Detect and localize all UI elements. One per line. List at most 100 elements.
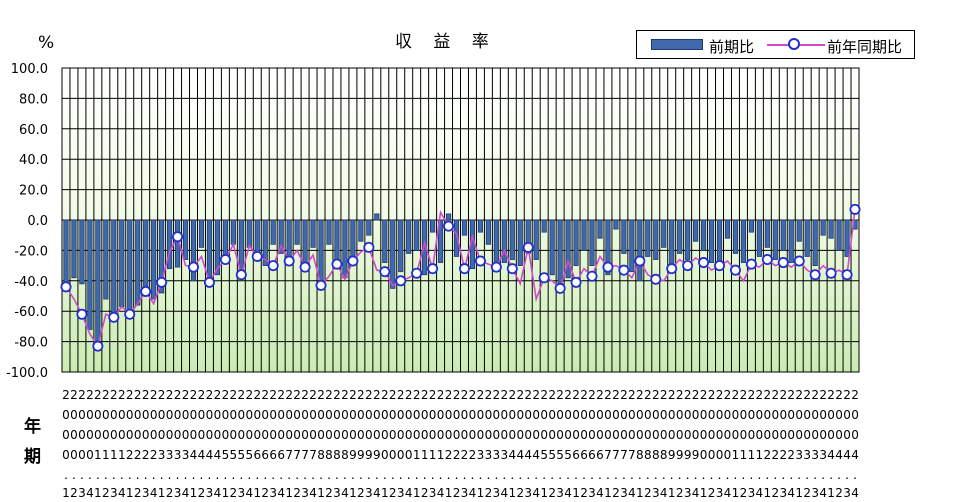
x-tick-char: 0	[819, 428, 827, 442]
x-tick-char: .	[710, 468, 714, 482]
x-tick-char: .	[391, 468, 395, 482]
x-tick-char: 2	[756, 388, 764, 402]
x-tick-char: 0	[70, 408, 78, 422]
x-tick-char: 4	[827, 448, 835, 462]
bar-qoq	[461, 219, 468, 236]
x-tick-char: .	[80, 468, 84, 482]
x-tick-char: 0	[421, 428, 429, 442]
bar-qoq	[700, 219, 707, 251]
bar-qoq	[151, 219, 157, 300]
bar-qoq	[493, 219, 499, 266]
point-yoy	[331, 258, 343, 270]
x-tick-char: 0	[692, 428, 700, 442]
bar-qoq	[350, 219, 356, 260]
x-tick-char: 0	[628, 408, 636, 422]
x-tick-char: 0	[636, 428, 644, 442]
x-tick-char: 8	[644, 448, 652, 462]
x-tick-char: 0	[764, 408, 772, 422]
x-tick-char: 2	[477, 388, 485, 402]
point-yoy	[538, 272, 550, 284]
x-tick-char: 2	[771, 388, 779, 402]
x-tick-char: 0	[596, 428, 604, 442]
x-tick-char: 0	[62, 448, 70, 462]
x-tick-char: 0	[548, 428, 556, 442]
x-tick-char: 0	[245, 428, 253, 442]
x-tick-char: 0	[166, 428, 174, 442]
x-tick-char: 0	[740, 428, 748, 442]
bar-qoq	[557, 219, 563, 285]
x-tick-char: 5	[245, 448, 253, 462]
x-tick-char: .	[303, 468, 307, 482]
x-tick-char: 2	[373, 388, 381, 402]
x-tick-char: 2	[532, 388, 540, 402]
x-tick-char: 2	[803, 388, 811, 402]
x-tick-char: 1	[413, 448, 421, 462]
bar-qoq	[358, 219, 364, 242]
x-tick-char: 0	[62, 408, 70, 422]
x-tick-char: .	[845, 468, 849, 482]
bar-qoq	[135, 219, 141, 306]
x-tick-char: 2	[150, 388, 158, 402]
x-tick-char: 5	[222, 448, 230, 462]
x-tick-char: 0	[381, 408, 389, 422]
x-tick-char: 3	[779, 486, 787, 500]
x-tick-char: .	[742, 468, 746, 482]
x-tick-char: 0	[174, 428, 182, 442]
x-tick-char: 2	[222, 388, 230, 402]
x-tick-char: 4	[437, 486, 445, 500]
point-yoy	[809, 269, 821, 281]
bar-qoq	[430, 219, 436, 233]
x-tick-char: .	[351, 468, 355, 482]
x-tick-char: 2	[779, 448, 787, 462]
x-tick-char: 2	[118, 388, 126, 402]
x-tick-char: 0	[102, 428, 110, 442]
bar-qoq	[597, 219, 603, 239]
legend-marker-icon	[788, 38, 800, 50]
x-tick-char: 2	[429, 388, 437, 402]
point-yoy	[347, 255, 359, 267]
x-tick-char: 0	[732, 428, 740, 442]
x-tick-char: 0	[756, 408, 764, 422]
x-tick-char: 0	[851, 408, 859, 422]
bar-qoq	[119, 219, 125, 308]
point-yoy	[634, 255, 646, 267]
x-tick-char: 2	[740, 486, 748, 500]
x-tick-char: 0	[341, 408, 349, 422]
x-tick-char: 0	[548, 408, 556, 422]
x-tick-char: 1	[508, 486, 516, 500]
x-tick-char: 0	[182, 428, 190, 442]
bar-qoq	[677, 219, 683, 254]
x-tick-char: 1	[604, 486, 612, 500]
x-tick-char: .	[670, 468, 674, 482]
bar-qoq	[740, 219, 747, 263]
x-tick-char: 0	[445, 428, 453, 442]
bar-qoq	[143, 219, 149, 294]
x-tick-char: 2	[764, 388, 772, 402]
x-tick-char: 0	[445, 408, 453, 422]
x-tick-char: 0	[158, 408, 166, 422]
x-tick-char: 2	[469, 448, 477, 462]
x-tick-char: 0	[644, 428, 652, 442]
point-yoy	[108, 311, 120, 323]
x-tick-char: 0	[620, 428, 628, 442]
x-tick-char: 4	[182, 486, 190, 500]
x-tick-char: 0	[174, 408, 182, 422]
x-tick-char: 0	[556, 408, 564, 422]
x-tick-char: 0	[851, 428, 859, 442]
legend-bar-swatch	[651, 39, 703, 50]
x-tick-char: 2	[174, 388, 182, 402]
x-tick-char: 2	[580, 486, 588, 500]
x-tick-char: 0	[214, 428, 222, 442]
x-tick-char: 0	[652, 428, 660, 442]
x-tick-char: .	[566, 468, 570, 482]
legend-label-qoq: 前期比	[709, 38, 755, 56]
x-tick-char: 1	[732, 448, 740, 462]
x-tick-char: .	[542, 468, 546, 482]
x-tick-char: 0	[843, 428, 851, 442]
x-tick-char: 4	[516, 448, 524, 462]
x-tick-char: 7	[301, 448, 309, 462]
x-tick-char: .	[749, 468, 753, 482]
x-tick-char: 4	[835, 448, 843, 462]
x-tick-char: 2	[357, 486, 365, 500]
x-tick-char: .	[112, 468, 116, 482]
